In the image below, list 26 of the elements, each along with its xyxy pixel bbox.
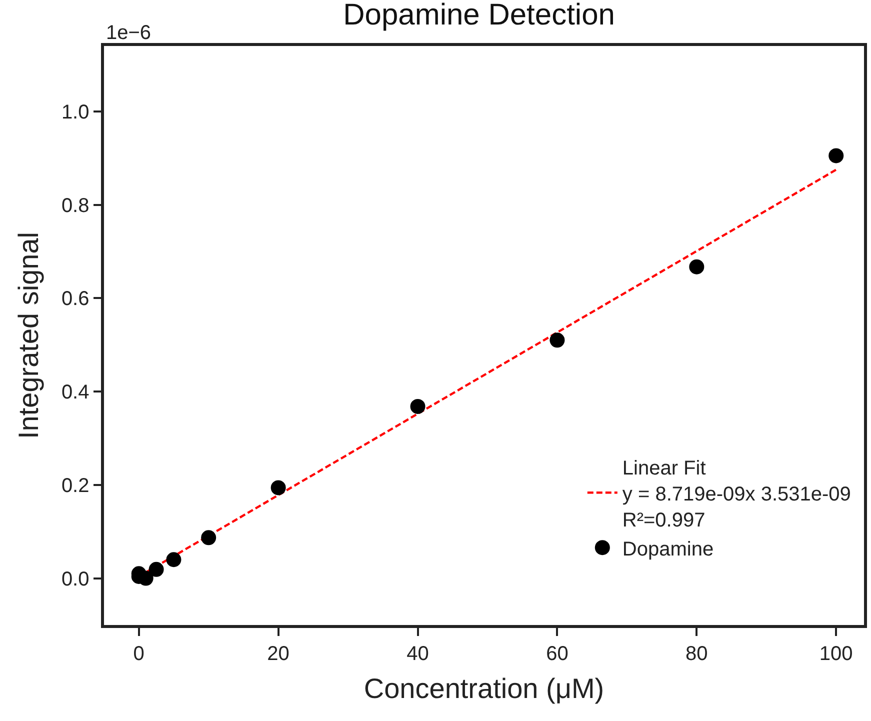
point	[550, 332, 565, 348]
point	[148, 562, 164, 577]
x-axis-title: Concentration (μM)	[364, 672, 604, 704]
text: 1e−6	[106, 22, 152, 44]
y-tick-label: 0.8	[61, 194, 90, 217]
x-tick-label: 60	[546, 642, 568, 665]
x-tick-label: 80	[686, 642, 708, 665]
x-tick-label: 100	[819, 642, 853, 665]
y-tick-label: 1.0	[61, 101, 90, 124]
point	[166, 552, 182, 568]
y-axis-title: Integrated signal	[13, 232, 44, 440]
y-tick-label: 0.2	[61, 474, 90, 497]
point	[410, 398, 426, 414]
y-tick-label: 0.0	[61, 568, 90, 590]
point	[270, 480, 286, 496]
x-tick-label: 0	[133, 642, 144, 665]
chart-title: Dopamine Detection	[343, 0, 615, 32]
legend-label: Linear Fit y = 8.719e-09x 3.531e-09 R²=0.997	[622, 457, 851, 532]
y-tick-label: 0.6	[61, 288, 90, 310]
y-tick-label: 0.4	[61, 382, 90, 404]
x-tick-label: 40	[406, 642, 429, 665]
point	[201, 530, 216, 546]
point	[689, 259, 704, 274]
point	[828, 148, 844, 164]
x-tick-label: 20	[267, 642, 290, 665]
legend-label: Dopamine	[622, 538, 714, 560]
